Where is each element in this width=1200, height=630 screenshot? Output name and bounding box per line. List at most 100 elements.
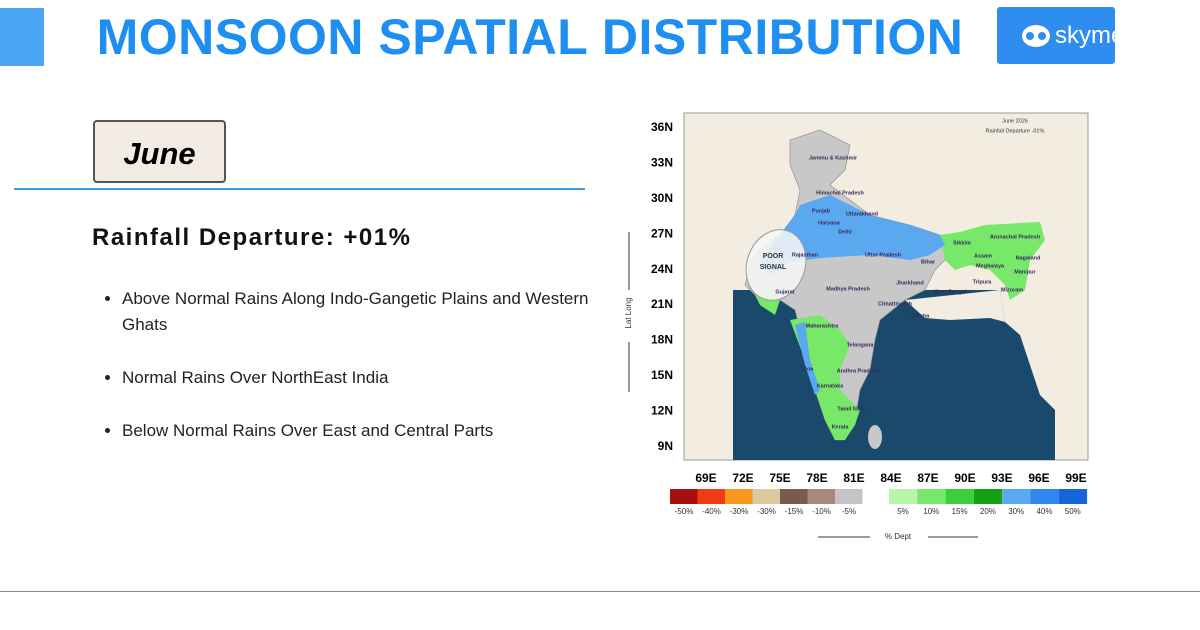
- state-label: Telangana: [847, 342, 875, 348]
- legend-label: 5%: [897, 507, 909, 516]
- lon-label: 75E: [769, 471, 790, 485]
- state-label: Arunachal Pradesh: [990, 234, 1041, 240]
- lat-label: 21N: [651, 297, 673, 311]
- state-label: Kerala: [832, 424, 850, 430]
- state-label: Jharkhand: [896, 280, 924, 286]
- lon-label: 84E: [880, 471, 901, 485]
- legend-label: -5%: [842, 507, 856, 516]
- state-label: Gujarat: [775, 289, 794, 295]
- legend-label: 10%: [923, 507, 939, 516]
- legend-swatch: [1058, 489, 1088, 504]
- lat-label: 12N: [651, 403, 673, 417]
- state-label: Tamil Nadu: [837, 406, 866, 412]
- state-label: Rajasthan: [792, 252, 819, 258]
- legend-label: -10%: [812, 507, 831, 516]
- legend-label: 40%: [1036, 507, 1052, 516]
- state-label: Manipur: [1014, 269, 1036, 275]
- lat-axis-label: Lat Long: [624, 297, 633, 328]
- lon-label: 69E: [695, 471, 716, 485]
- lat-label: 9N: [658, 439, 673, 453]
- bullet: Normal Rains Over NorthEast India: [122, 365, 592, 391]
- brand-name: skymet: [1055, 22, 1132, 49]
- west-coast-region: [795, 322, 820, 395]
- lon-label: 99E: [1065, 471, 1086, 485]
- state-label: Haryana: [818, 220, 841, 226]
- sri-lanka: [868, 425, 882, 449]
- legend-label: 20%: [980, 507, 996, 516]
- legend-swatch: [807, 489, 835, 504]
- headline: Rainfall Departure: +01%: [92, 224, 412, 251]
- page-title: MONSOON SPATIAL DISTRIBUTION: [96, 9, 964, 65]
- overlay-label: POOR: [763, 253, 784, 260]
- indo-gangetic-region: [760, 195, 945, 275]
- lon-label: 87E: [917, 471, 938, 485]
- lon-label: 96E: [1028, 471, 1049, 485]
- legend-swatch: [889, 489, 918, 504]
- legend-label: -30%: [757, 507, 776, 516]
- bullet-list: Above Normal Rains Along Indo-Gangetic P…: [104, 286, 592, 471]
- state-label: Uttar Pradesh: [865, 252, 902, 258]
- state-label: Mizoram: [1001, 287, 1023, 293]
- state-label: Chhattisgarh: [878, 301, 913, 307]
- divider: [14, 188, 585, 190]
- bullet: Above Normal Rains Along Indo-Gangetic P…: [122, 286, 592, 338]
- land: [905, 290, 1005, 322]
- lat-label: 27N: [651, 226, 673, 240]
- legend-label: -50%: [675, 507, 694, 516]
- state-label: Uttarakhand: [846, 211, 878, 217]
- land: [1000, 290, 1055, 410]
- legend-swatch: [725, 489, 753, 504]
- legend-swatch: [917, 489, 946, 504]
- state-label: Odisha: [911, 313, 931, 319]
- brand-badge: skymet: [997, 7, 1131, 64]
- map-date: June 2026: [1002, 118, 1028, 124]
- map-departure: Rainfall Departure -01%: [986, 128, 1045, 134]
- legend-label: -40%: [702, 507, 721, 516]
- month-tag: June: [93, 120, 226, 183]
- state-label: West Bengal: [934, 289, 967, 295]
- legend-swatch: [780, 489, 808, 504]
- legend-swatch: [1002, 489, 1031, 504]
- legend-swatch: [945, 489, 974, 504]
- lon-label: 90E: [954, 471, 975, 485]
- legend-label: -30%: [730, 507, 749, 516]
- legend-swatch: [670, 489, 698, 504]
- state-label: Tripura: [973, 279, 993, 285]
- state-label: Jammu & Kashmir: [809, 155, 858, 161]
- state-label: Bihar: [921, 259, 936, 265]
- state-label: Himachal Pradesh: [816, 190, 864, 196]
- lat-label: 36N: [651, 120, 673, 134]
- state-label: Karnataka: [817, 383, 845, 389]
- state-label: Nagaland: [1016, 255, 1041, 261]
- northeast-region: [940, 222, 1045, 300]
- state-label: Maharashtra: [806, 323, 840, 329]
- lon-label: 72E: [732, 471, 753, 485]
- lat-label: 33N: [651, 156, 673, 170]
- legend-swatch: [1030, 489, 1059, 504]
- lat-label: 30N: [651, 191, 673, 205]
- overlay-label: SIGNAL: [760, 264, 787, 271]
- legend-swatch: [973, 489, 1003, 504]
- legend-label: 30%: [1008, 507, 1024, 516]
- lat-label: 24N: [651, 262, 673, 276]
- lat-label: 15N: [651, 368, 673, 382]
- corner-decoration: [0, 8, 44, 66]
- legend-swatch: [835, 489, 863, 504]
- poor-signal-zone: [745, 229, 807, 301]
- lat-label: 18N: [651, 333, 673, 347]
- legend-label: -15%: [785, 507, 804, 516]
- legend-swatch: [697, 489, 725, 504]
- lon-label: 78E: [806, 471, 827, 485]
- legend-label: 15%: [952, 507, 968, 516]
- state-label: Punjab: [812, 208, 831, 214]
- state-label: Goa: [803, 366, 815, 372]
- lon-label: 93E: [991, 471, 1012, 485]
- state-label: Assam: [974, 253, 992, 259]
- state-label: Meghalaya: [976, 263, 1005, 269]
- map: 36N 33N 30N 27N 24N 21N 18N 15N 12N 9N 69E 72E 75E 78…: [624, 112, 1089, 541]
- legend-swatch: [752, 489, 780, 504]
- state-label: Delhi: [838, 229, 852, 235]
- state-label: Sikkim: [953, 240, 971, 246]
- lon-label: 81E: [843, 471, 864, 485]
